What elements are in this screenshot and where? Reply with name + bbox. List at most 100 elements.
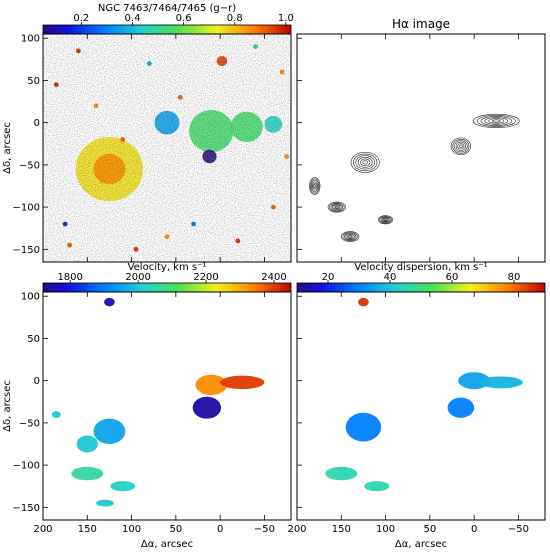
y-tick-label: 0 — [34, 376, 40, 387]
colorbar-tick-label: 0.4 — [125, 13, 141, 24]
colorbar-tick-label: 2000 — [125, 272, 150, 283]
map-region — [220, 375, 265, 390]
y-tick-label: 0 — [34, 118, 40, 129]
halpha-contour — [313, 184, 316, 188]
halpha-contour — [380, 216, 391, 223]
halpha-title: Hα image — [392, 17, 450, 31]
colorbar-tick-label: 40 — [384, 272, 397, 283]
halpha-contour — [488, 118, 505, 124]
colorbar-tick-label: 60 — [446, 272, 459, 283]
y-tick-label: −50 — [19, 160, 40, 171]
halpha-contour — [343, 232, 357, 241]
x-tick-label: 200 — [287, 524, 306, 535]
colorbar-tick-label: 2400 — [261, 272, 286, 283]
halpha-contour — [329, 202, 345, 212]
colorbar-br-title: Velocity dispersion, km s⁻¹ — [354, 262, 487, 273]
map-region — [325, 466, 358, 481]
panel-tl-frame — [42, 33, 292, 263]
x-tick-label: 50 — [169, 524, 182, 535]
halpha-contour — [335, 205, 339, 209]
colorbar-bl: Velocity, km s⁻¹ 1800 2000 2200 2400 — [42, 262, 292, 293]
panel-bl-velocity — [51, 297, 265, 507]
colorbar-tl-ticks: 0.2 0.4 0.6 0.8 1.0 — [73, 13, 294, 25]
colorbar-tick-label: 0.2 — [73, 13, 89, 24]
map-region — [76, 435, 98, 453]
y-tick-label: 50 — [27, 76, 40, 87]
colorbar-bl-bar — [42, 282, 292, 293]
halpha-contour — [355, 155, 375, 170]
colorbar-bl-title: Velocity, km s⁻¹ — [128, 262, 207, 273]
x-axis-title-left: Δα, arcsec — [141, 539, 193, 550]
map-region — [110, 481, 136, 492]
halpha-contour — [346, 234, 354, 239]
x-tick-label: 0 — [471, 524, 477, 535]
colorbar-tick-label: 0.8 — [227, 13, 243, 24]
x-tick-label: 0 — [217, 524, 223, 535]
panel-br-frame — [296, 291, 546, 521]
halpha-contour — [458, 144, 463, 149]
halpha-contour — [342, 232, 358, 242]
colorbar-bl-ticks: 1800 2000 2200 2400 — [57, 272, 287, 283]
halpha-contour — [353, 153, 378, 172]
map-region — [478, 376, 523, 389]
y-tick-label: 100 — [21, 34, 40, 45]
halpha-contour — [457, 143, 465, 150]
halpha-contour — [476, 115, 516, 127]
halpha-contour — [484, 117, 509, 125]
y-tick-label: −50 — [19, 418, 40, 429]
panel-br-dispersion — [325, 297, 523, 492]
x-tick-label: −50 — [508, 524, 529, 535]
halpha-contour — [379, 215, 392, 224]
map-region — [96, 499, 114, 507]
halpha-contour — [332, 204, 342, 210]
map-region — [51, 411, 61, 418]
y-tick-label: 50 — [27, 334, 40, 345]
halpha-contour — [309, 177, 321, 195]
colorbar-tick-label: 80 — [508, 272, 521, 283]
halpha-contour — [378, 215, 393, 225]
panel-tr-contours — [309, 113, 520, 243]
halpha-contour — [492, 119, 501, 123]
y-axis-title-bottom: Δδ, arcsec — [2, 380, 13, 432]
halpha-contour — [382, 218, 389, 222]
halpha-contour — [454, 140, 468, 153]
halpha-contour — [384, 218, 388, 221]
x-tick-label: 100 — [376, 524, 395, 535]
y-axis-title-top: Δδ, arcsec — [2, 122, 13, 174]
map-region — [71, 466, 104, 481]
x-tick-label: 50 — [423, 524, 436, 535]
y-tick-label: −150 — [13, 503, 40, 514]
colorbar-br-bar — [296, 282, 546, 293]
panel-tr-frame — [296, 33, 546, 263]
halpha-contour — [381, 217, 390, 223]
halpha-contour — [333, 205, 341, 210]
halpha-contour — [312, 182, 317, 190]
colorbar-tick-label: 20 — [322, 272, 335, 283]
y-tick-label: −100 — [13, 461, 40, 472]
y-tick-label: −100 — [13, 203, 40, 214]
map-region — [192, 396, 222, 419]
halpha-contour — [309, 178, 320, 194]
panel-tl-map — [43, 34, 291, 262]
halpha-contour — [452, 138, 470, 154]
halpha-contour — [450, 137, 471, 156]
panel-bl-frame — [42, 291, 292, 521]
halpha-contour — [362, 160, 368, 165]
halpha-contour — [345, 233, 355, 240]
colorbar-br: Velocity dispersion, km s⁻¹ 20 40 60 80 — [296, 262, 546, 293]
x-axis-title-right: Δα, arcsec — [395, 539, 447, 550]
colorbar-br-ticks: 20 40 60 80 — [322, 272, 521, 283]
halpha-contour — [348, 235, 352, 238]
x-tick-label: 100 — [122, 524, 141, 535]
x-tick-label: 150 — [332, 524, 351, 535]
map-region — [358, 297, 369, 307]
map-region — [104, 297, 115, 307]
colorbar-tick-label: 0.6 — [176, 13, 192, 24]
speckle-overlay — [43, 34, 291, 262]
halpha-contour — [340, 231, 360, 243]
colorbar-tl-title: NGC 7463/7464/7465 (g−r) — [98, 3, 236, 14]
colorbar-tl: NGC 7463/7464/7465 (g−r) 0.2 0.4 0.6 0.8 1.0 — [42, 3, 294, 35]
colorbar-tick-label: 2200 — [193, 272, 218, 283]
